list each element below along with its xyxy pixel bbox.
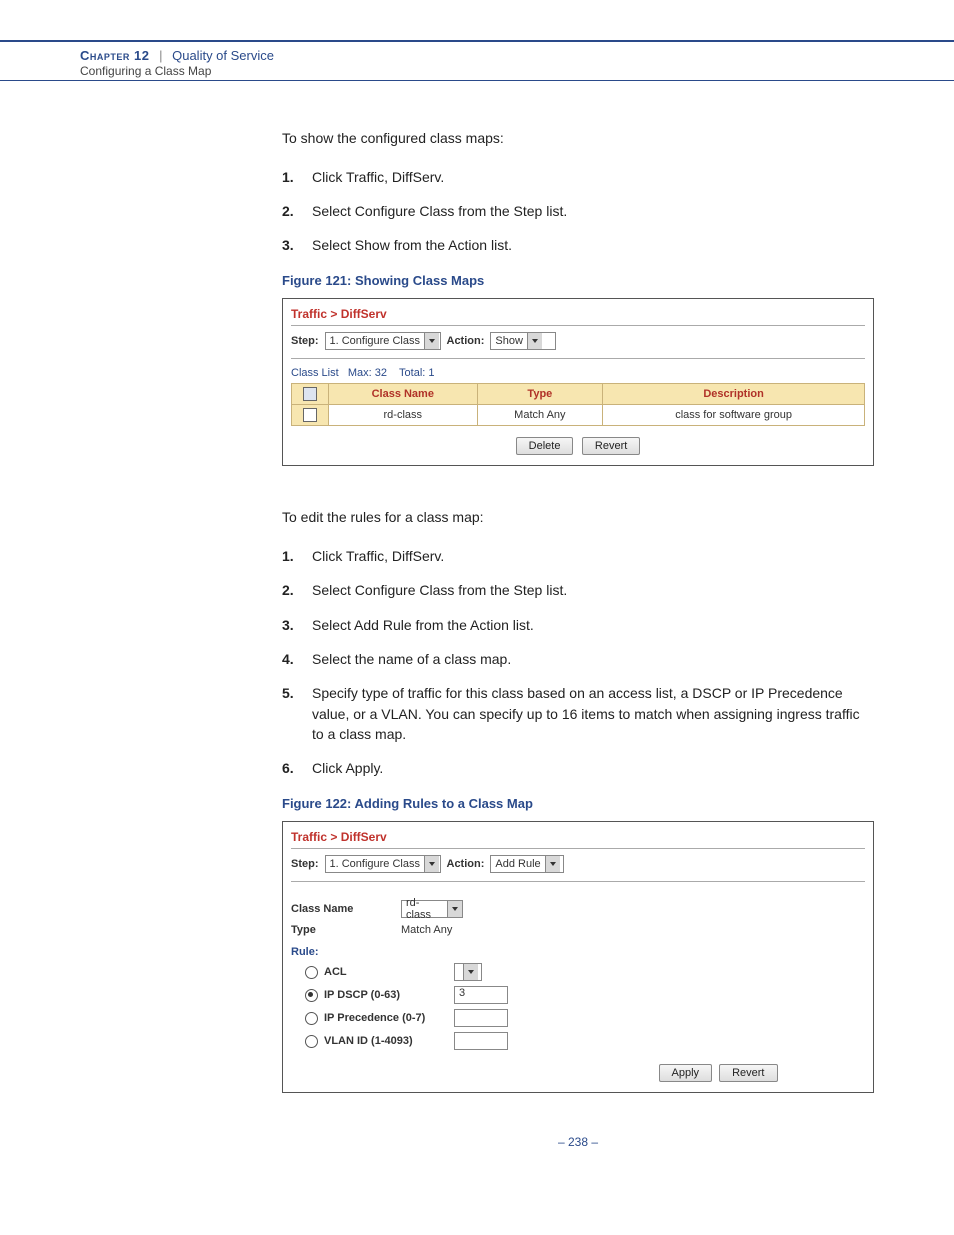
type-value: Match Any [401,924,452,936]
step: Click Apply. [312,760,383,776]
intro-text-2: To edit the rules for a class map: [282,508,874,528]
ipprec-label: IP Precedence (0-7) [324,1012,454,1024]
step-select[interactable]: 1. Configure Class [325,332,441,350]
step-label: Step: [291,335,319,347]
dscp-input[interactable]: 3 [454,986,508,1004]
section-title: Quality of Service [172,48,274,63]
cell-description: class for software group [603,405,865,426]
cell-type: Match Any [477,405,603,426]
row-checkbox[interactable] [303,408,317,422]
step-label: Step: [291,858,319,870]
chevron-down-icon [447,901,462,917]
delete-button[interactable]: Delete [516,437,574,455]
apply-button[interactable]: Apply [659,1064,713,1082]
steps-list-1: 1.Click Traffic, DiffServ. 2.Select Conf… [282,167,874,256]
dscp-radio[interactable] [305,989,318,1002]
vlan-radio[interactable] [305,1035,318,1048]
chevron-down-icon [424,856,439,872]
ipprec-input[interactable] [454,1009,508,1027]
chapter-label: Chapter 12 [80,48,149,63]
class-list-table: Class Name Type Description rd-class Mat… [291,383,865,426]
chevron-down-icon [545,856,560,872]
class-list-max: Max: 32 [348,367,387,379]
breadcrumb: Traffic > DiffServ [291,305,865,326]
class-list-label: Class List [291,367,339,379]
action-label: Action: [447,335,485,347]
step: Select the name of a class map. [312,651,511,667]
figure-122: Traffic > DiffServ Step: 1. Configure Cl… [282,821,874,1093]
select-all-checkbox[interactable] [303,387,317,401]
action-label: Action: [447,858,485,870]
col-description: Description [603,384,865,405]
subsection-title: Configuring a Class Map [80,63,954,78]
page-number: – 238 – [282,1135,874,1179]
acl-radio[interactable] [305,966,318,979]
figure-caption-121: Figure 121: Showing Class Maps [282,273,874,288]
step: Click Traffic, DiffServ. [312,169,444,185]
classname-label: Class Name [291,903,401,915]
chevron-down-icon [527,333,542,349]
action-select[interactable]: Show [490,332,556,350]
col-type: Type [477,384,603,405]
chevron-down-icon [463,964,478,980]
pipe: | [153,48,168,63]
step: Specify type of traffic for this class b… [312,685,860,742]
vlan-label: VLAN ID (1-4093) [324,1035,454,1047]
revert-button[interactable]: Revert [582,437,640,455]
chevron-down-icon [424,333,439,349]
col-class-name: Class Name [329,384,478,405]
step: Click Traffic, DiffServ. [312,548,444,564]
figure-121: Traffic > DiffServ Step: 1. Configure Cl… [282,298,874,466]
class-list-total: Total: 1 [399,367,434,379]
figure-caption-122: Figure 122: Adding Rules to a Class Map [282,796,874,811]
classname-select[interactable]: rd-class [401,900,463,918]
step: Select Add Rule from the Action list. [312,617,534,633]
intro-text-1: To show the configured class maps: [282,129,874,149]
action-select[interactable]: Add Rule [490,855,564,873]
step: Select Configure Class from the Step lis… [312,582,567,598]
rule-heading: Rule: [291,946,865,958]
dscp-label: IP DSCP (0-63) [324,989,454,1001]
vlan-input[interactable] [454,1032,508,1050]
acl-select[interactable] [454,963,482,981]
table-row: rd-class Match Any class for software gr… [292,405,865,426]
cell-class-name: rd-class [329,405,478,426]
step: Select Configure Class from the Step lis… [312,203,567,219]
breadcrumb: Traffic > DiffServ [291,828,865,849]
acl-label: ACL [324,966,454,978]
type-label: Type [291,924,401,936]
steps-list-2: 1.Click Traffic, DiffServ. 2.Select Conf… [282,546,874,778]
step-select[interactable]: 1. Configure Class [325,855,441,873]
revert-button[interactable]: Revert [719,1064,777,1082]
running-header: Chapter 12 | Quality of Service Configur… [0,42,954,81]
step: Select Show from the Action list. [312,237,512,253]
ipprec-radio[interactable] [305,1012,318,1025]
